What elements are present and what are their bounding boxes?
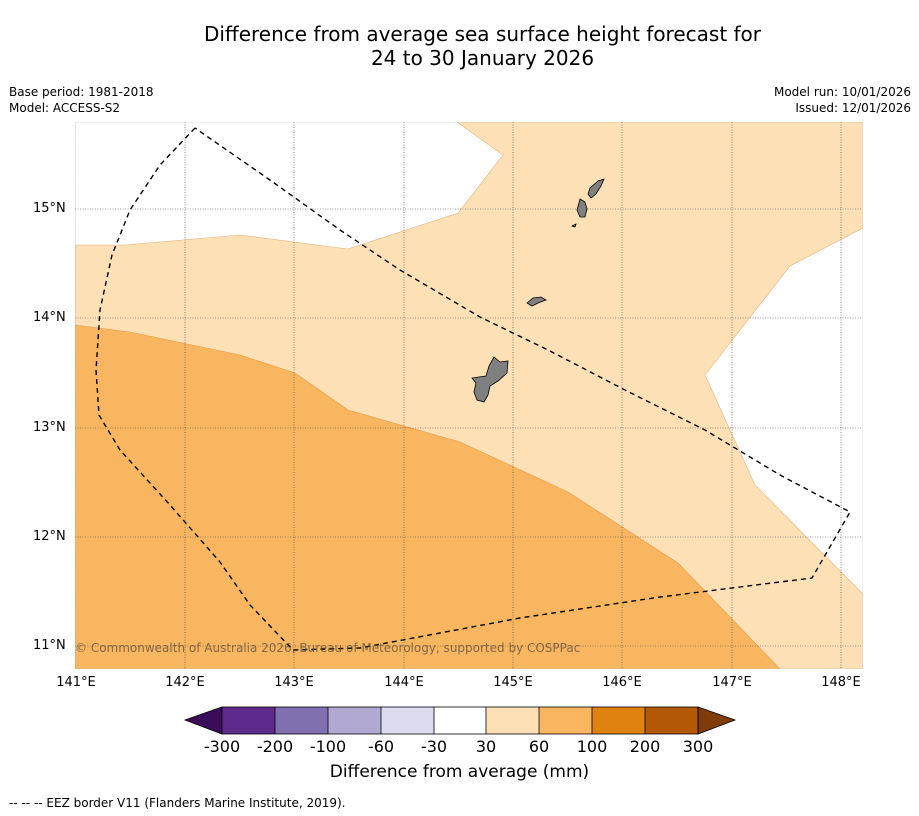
- colorbar-bin-9: [645, 707, 698, 734]
- lon-label-144e: 144°E: [384, 675, 424, 690]
- colorbar-bin-5: [434, 707, 486, 734]
- lon-label-146e: 146°E: [602, 675, 642, 690]
- eez-border: [95, 127, 851, 651]
- colorbar-tick-label: 300: [682, 737, 714, 756]
- colorbar-tick-label: -200: [256, 737, 294, 756]
- colorbar-tick-label: -30: [420, 737, 448, 756]
- colorbar-bin-6: [486, 707, 539, 734]
- lat-label-14n: 14°N: [33, 310, 66, 325]
- metadata-left: Base period: 1981-2018 Model: ACCESS-S2: [9, 84, 154, 116]
- lat-label-15n: 15°N: [33, 201, 66, 216]
- colorbar-extend-high: [697, 706, 737, 735]
- graticule: [75, 122, 863, 669]
- colorbar-bin-8: [592, 707, 645, 734]
- lat-label-13n: 13°N: [33, 420, 66, 435]
- metadata-right: Model run: 10/01/2026 Issued: 12/01/2026: [774, 84, 911, 116]
- colorbar-bin-3: [328, 707, 381, 734]
- lon-label-147e: 147°E: [712, 675, 752, 690]
- lat-label-11n: 11°N: [33, 638, 66, 653]
- title-line-1: Difference from average sea surface heig…: [203, 22, 762, 46]
- anomaly-zone-60-100: [75, 324, 781, 669]
- colorbar-bin-2: [275, 707, 328, 734]
- copyright-notice: © Commonwealth of Australia 2026, Bureau…: [75, 641, 581, 655]
- model-run: Model run: 10/01/2026: [773, 85, 911, 99]
- colorbar-tick-label: 100: [576, 737, 608, 756]
- colorbar-title: Difference from average (mm): [329, 762, 590, 782]
- guam-island: [471, 356, 509, 403]
- eez-legend-note: -- -- -- EEZ border V11 (Flanders Marine…: [9, 796, 346, 810]
- colorbar-tick-label: 60: [528, 737, 550, 756]
- model-name: Model: ACCESS-S2: [9, 101, 121, 115]
- aguijan-islet: [570, 223, 577, 228]
- colorbar-bin-7: [539, 707, 592, 734]
- colorbar-bin-4: [381, 707, 434, 734]
- colorbar-extend-low: [183, 706, 223, 735]
- map-title: Difference from average sea surface heig…: [0, 22, 919, 70]
- saipan-island: [587, 178, 605, 199]
- lat-label-12n: 12°N: [33, 529, 66, 544]
- colorbar-tick-label: -60: [367, 737, 395, 756]
- lon-label-142e: 142°E: [165, 675, 205, 690]
- lon-label-141e: 141°E: [56, 675, 96, 690]
- tinian-island: [576, 198, 588, 218]
- title-line-2: 24 to 30 January 2026: [370, 46, 595, 70]
- rota-island: [526, 296, 547, 307]
- colorbar-bin-1: [222, 707, 275, 734]
- colorbar-tick-label: -300: [203, 737, 241, 756]
- lon-label-143e: 143°E: [274, 675, 314, 690]
- colorbar-tick-label: -100: [309, 737, 347, 756]
- base-period: Base period: 1981-2018: [9, 85, 154, 99]
- lon-label-148e: 148°E: [821, 675, 861, 690]
- colorbar-tick-label: 200: [629, 737, 661, 756]
- colorbar-tick-label: 30: [475, 737, 497, 756]
- lon-label-145e: 145°E: [493, 675, 533, 690]
- issued-date: Issued: 12/01/2026: [795, 101, 911, 115]
- colorbar: [183, 706, 737, 735]
